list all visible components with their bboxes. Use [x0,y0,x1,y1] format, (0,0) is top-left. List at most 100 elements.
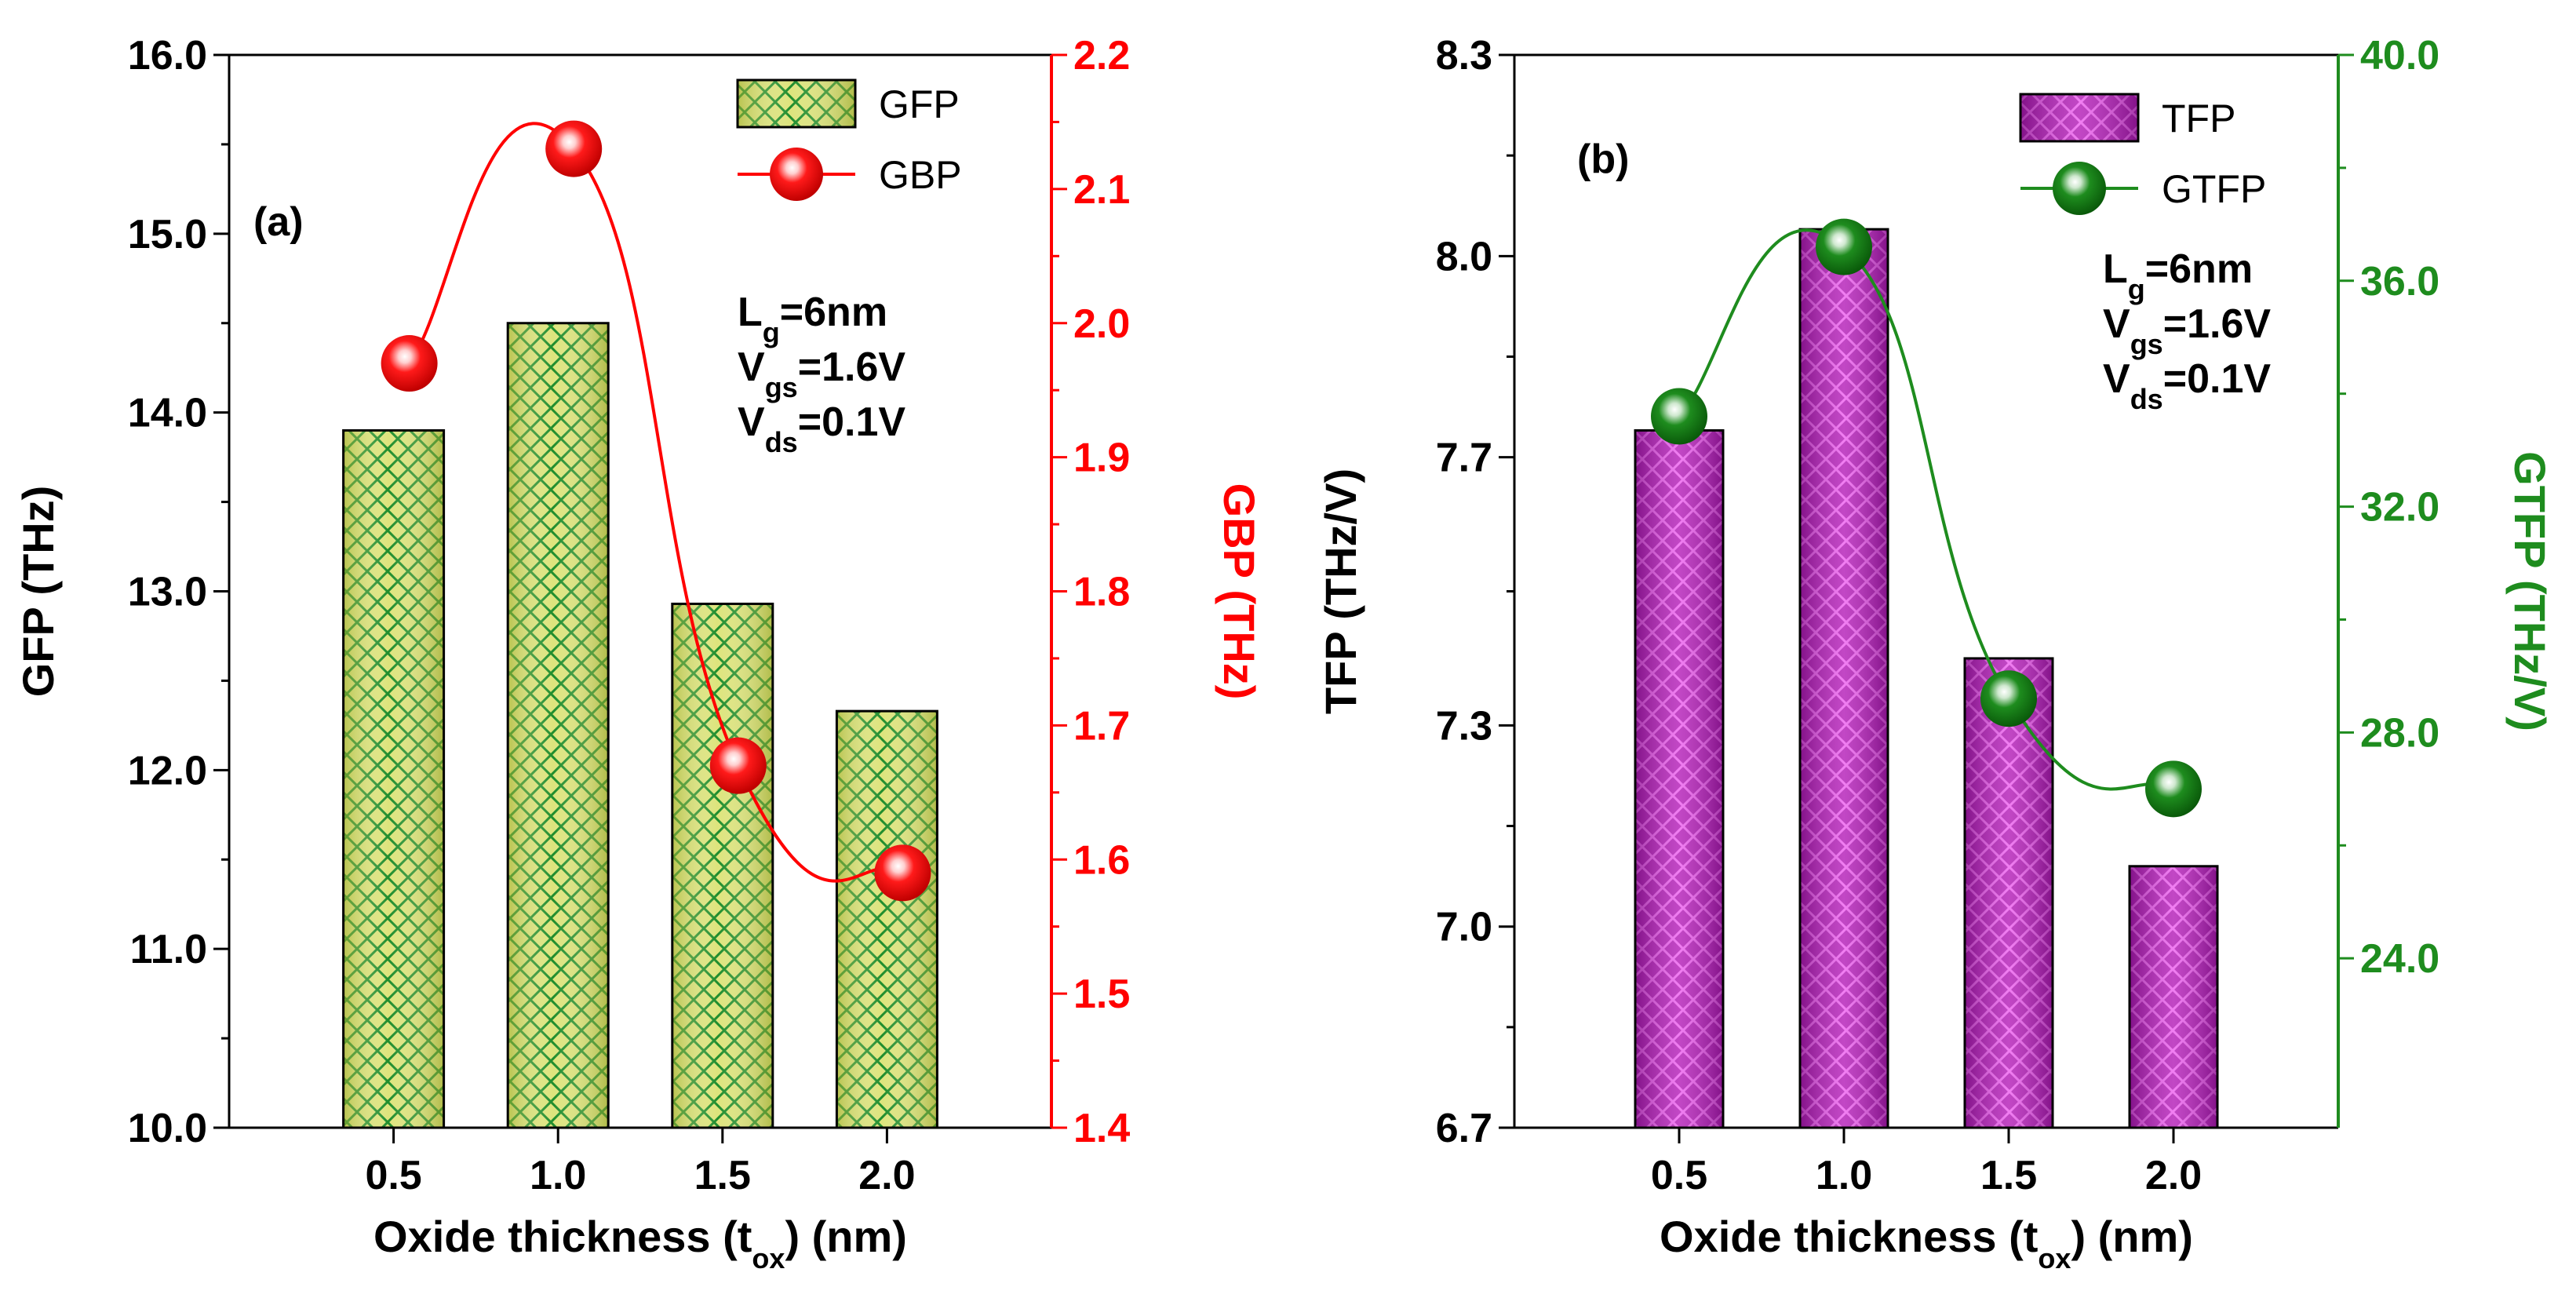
annotation-tail: =0.1V [2163,356,2272,402]
annotation-tail: =6nm [780,290,887,335]
y-tick-label: 10.0 [128,1106,207,1151]
x-tick-label: 1.5 [1980,1153,2037,1198]
y2-tick-label: 1.8 [1073,570,1130,615]
bar-shade-0 [342,428,446,1129]
y2-axis-label: GTFP (THz/V) [2505,451,2555,731]
y-tick-label: 16.0 [128,33,207,78]
annotation-main: V [738,345,765,390]
panel-b: 6.7 7.0 7.3 7.7 8.0 8.3 24.0 28.0 32.0 36.0 40.0 0.… [1316,33,2555,1274]
y2-tick-label: 2.0 [1073,301,1130,347]
annotation-main: V [2103,356,2130,402]
y-tick-label: 14.0 [128,391,207,436]
y-tick-label: 7.0 [1436,905,1492,950]
bar-shade-2 [671,602,774,1129]
series-line-gbp [408,122,904,883]
y2-tick-label: 1.9 [1073,436,1130,481]
x-axis-label: Oxide thickness (tox) (nm) [373,1212,907,1274]
annotation-main: V [738,399,765,445]
annotation-tail: =1.6V [2163,301,2272,347]
annotation-2: Vds=0.1V [738,399,905,458]
y2-tick-label: 2.2 [1073,33,1130,78]
y-tick-label: 12.0 [128,748,207,793]
y-tick-label: 7.3 [1436,703,1492,749]
annotation-sub: g [763,316,780,348]
annotation-0: Lg=6nm [2103,246,2253,305]
legend-swatch-marker [770,148,823,201]
y2-axis-label: GBP (THz) [1215,483,1264,700]
panel-label: (b) [1577,137,1629,182]
x-axis-label-main: Oxide thickness (t [373,1212,752,1261]
legend-label-bar: GFP [879,82,960,126]
x-axis-label-sub: ox [752,1242,785,1274]
y-axis-label: GFP (THz) [13,486,63,698]
x-tick-label: 2.0 [858,1153,915,1198]
bar-shade-1 [1798,228,1889,1129]
y-tick-label: 11.0 [130,927,207,972]
y2-tick-label: 40.0 [2360,33,2439,78]
y2-tick-label: 24.0 [2360,936,2439,982]
x-axis-label: Oxide thickness (tox) (nm) [1660,1212,2193,1274]
x-tick-label: 1.0 [1816,1153,1872,1198]
y2-tick-label: 32.0 [2360,485,2439,531]
panel-label: (a) [253,199,304,245]
x-tick-label: 2.0 [2145,1153,2202,1198]
y2-tick-label: 1.7 [1073,703,1130,749]
annotation-sub: g [2128,273,2145,305]
y2-tick-label: 1.4 [1073,1106,1130,1151]
y-tick-label: 15.0 [128,212,207,257]
legend-label-line: GBP [879,153,962,197]
marker-gtfp-1 [1816,218,1872,275]
marker-gbp-1 [545,120,603,177]
x-axis-label-main: Oxide thickness (t [1660,1212,2038,1261]
y-tick-label: 8.3 [1436,33,1492,78]
y2-tick-label: 1.6 [1073,837,1130,883]
x-tick-label: 1.5 [694,1153,751,1198]
x-axis-label-tail: ) (nm) [2071,1212,2193,1261]
x-tick-label: 1.0 [530,1153,586,1198]
annotation-main: L [738,290,763,335]
annotation-main: L [2103,246,2128,292]
annotation-sub: ds [2130,383,2163,415]
marker-gbp-0 [381,335,438,392]
bar-shade-3 [2128,865,2219,1129]
annotation-main: V [2103,301,2130,347]
bar-shade-3 [835,709,938,1129]
annotation-tail: =6nm [2145,246,2253,292]
x-axis-label-tail: ) (nm) [785,1212,907,1261]
x-tick-label: 0.5 [365,1153,421,1198]
panel-a: 10.0 11.0 12.0 13.0 14.0 15.0 16.0 1.4 1.5 1.6 1.7… [13,33,1264,1274]
y-axis-label: TFP (THz/V) [1316,469,1365,714]
y2-tick-label: 28.0 [2360,710,2439,756]
bar-shade-0 [1634,428,1725,1129]
y-tick-label: 13.0 [128,570,207,615]
bar-shade-2 [1963,657,2054,1129]
series-line-gtfp [1678,228,2174,791]
annotation-sub: ds [765,426,798,458]
legend-swatch-bar-frame [736,78,857,129]
marker-gtfp-2 [1980,670,2037,727]
x-axis-label-sub: ox [2038,1242,2071,1274]
y2-tick-label: 36.0 [2360,259,2439,304]
annotation-2: Vds=0.1V [2103,356,2271,415]
annotation-tail: =0.1V [798,399,906,445]
y2-tick-label: 1.5 [1073,972,1130,1017]
legend-label-line: GTFP [2162,167,2266,211]
annotation-1: Vgs=1.6V [2103,301,2271,360]
annotation-tail: =1.6V [798,345,906,390]
annotation-0: Lg=6nm [738,290,887,348]
legend-swatch-bar-frame [2019,93,2140,143]
annotation-sub: gs [2130,328,2163,360]
annotation-sub: gs [765,371,798,403]
marker-gtfp-0 [1651,388,1707,445]
annotation-1: Vgs=1.6V [738,345,905,403]
legend-label-bar: TFP [2162,97,2235,140]
y-tick-label: 7.7 [1436,436,1492,481]
y-tick-label: 8.0 [1436,234,1492,279]
y2-tick-label: 2.1 [1073,167,1130,213]
legend-swatch-marker [2053,162,2106,215]
marker-gtfp-3 [2145,760,2202,818]
marker-gbp-3 [874,844,931,902]
marker-gbp-2 [709,737,767,794]
bar-shade-1 [506,322,610,1129]
